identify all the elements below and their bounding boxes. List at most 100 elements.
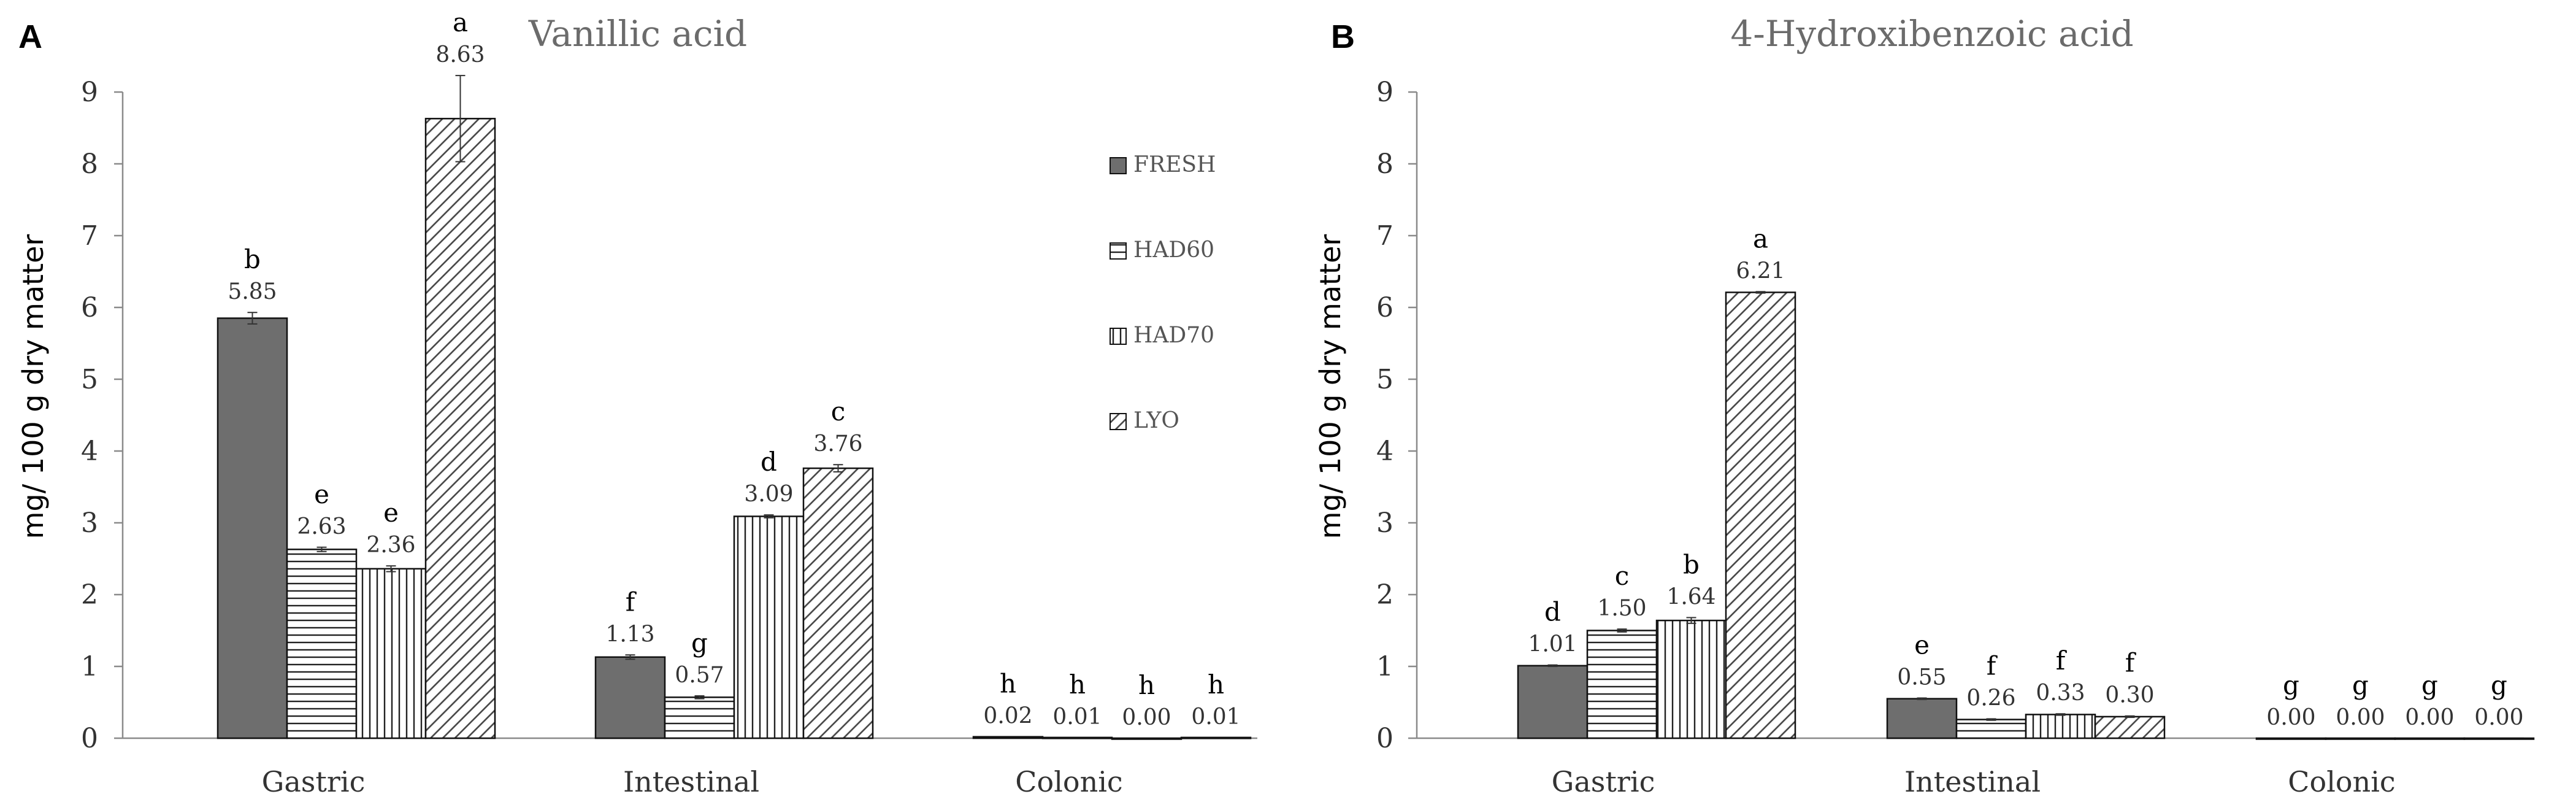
y-tick-label: 0 [81,723,98,754]
value-label: 1.01 [1528,632,1577,657]
significance-letter: f [2056,646,2068,676]
value-label: 1.64 [1666,584,1715,609]
value-label: 2.36 [366,533,415,558]
significance-letter: h [1208,669,1224,700]
bar-had60 [286,549,358,739]
value-label: 0.33 [2036,681,2085,706]
significance-letter: f [2125,648,2137,678]
panel-vanillic-acid: A Vanillic acid mg/ 100 g dry matter 0 1 2… [17,7,1257,798]
value-label: 0.01 [1052,704,1102,730]
value-label: 0.00 [1122,705,1171,730]
bar-lyo [1180,736,1252,739]
panel-4-hydroxibenzoic-acid: B 4-Hydroxibenzoic acid mg/ 100 g dry ma… [1314,13,2535,798]
bar-lyo [2463,737,2535,740]
bar-lyo [424,118,496,739]
significance-letter: a [453,7,468,37]
bar-had60 [1041,736,1113,739]
y-tick-label: 9 [1376,77,1393,108]
value-label: 3.09 [744,482,793,507]
bar-had70 [1655,619,1727,739]
significance-letter: b [244,244,261,274]
bar-had70 [2394,737,2466,740]
y-tick-label: 2 [81,579,98,611]
significance-letter: c [831,396,846,426]
y-tick-label: 1 [1376,651,1393,682]
panel-label: B [1331,18,1355,55]
significance-letter: g [2283,670,2299,700]
significance-letter: g [691,628,708,658]
significance-letter: f [1987,650,1998,681]
data-labels: 5.85 b 2.63 e 2.36 e 8.63 a 1.13 f 0.57 g 3.09 d 3.76 c… [228,7,1240,730]
significance-letter: c [1615,561,1630,591]
y-tick-label: 3 [1376,507,1393,539]
significance-letter: a [1753,223,1768,253]
bar-had70 [1111,737,1183,740]
y-tick-label: 6 [1376,292,1393,323]
significance-letter: h [1000,669,1016,699]
bars [217,75,1252,740]
y-tick-label: 7 [1376,220,1393,252]
significance-letter: d [761,447,777,477]
value-label: 0.00 [2405,705,2454,730]
panel-label: A [18,18,42,55]
bar-fresh [1886,698,1958,739]
y-axis-label: mg/ 100 g dry matter [17,234,50,539]
significance-letter: b [1683,549,1700,579]
y-tick-label: 6 [81,292,98,323]
legend-label: HAD60 [1133,237,1214,263]
bar-fresh [2255,737,2327,740]
value-label: 8.63 [435,42,485,68]
category-label: Intestinal [1904,765,2041,798]
chart-title: 4-Hydroxibenzoic acid [1730,13,2133,55]
bar-fresh [1517,665,1589,739]
value-label: 0.26 [1966,685,2015,711]
bar-had60 [1955,719,2027,739]
bar-lyo [2094,716,2166,739]
bars [1517,291,2535,740]
legend: FRESH HAD60 HAD70 LYO [1110,152,1216,433]
bar-had70 [355,568,427,739]
significance-letter: e [383,498,399,528]
bar-lyo [1725,291,1796,739]
value-label: 0.00 [2266,705,2315,730]
bar-fresh [972,736,1044,739]
y-tick-label: 4 [81,436,98,467]
bar-lyo [802,467,874,739]
bar-had70 [733,515,805,739]
category-label: Colonic [1015,765,1122,798]
bar-had60 [664,696,735,739]
value-label: 0.00 [2336,705,2385,730]
value-label: 1.13 [605,622,654,647]
y-tick-label: 9 [81,77,98,108]
legend-label: FRESH [1133,152,1216,177]
value-label: 3.76 [813,431,862,457]
y-tick-label: 0 [1376,723,1393,754]
significance-letter: h [1138,670,1155,700]
bar-fresh [594,656,666,739]
significance-letter: g [2352,670,2369,700]
bar-had60 [2325,737,2396,740]
y-tick-label: 1 [81,651,98,682]
data-labels: 1.01 d 1.50 c 1.64 b 6.21 a 0.55 e 0.26 f 0.33 f 0.30 f… [1528,223,2523,730]
value-label: 0.02 [983,704,1032,729]
value-label: 1.50 [1597,596,1646,621]
bar-fresh [217,317,288,739]
chart-title: Vanillic acid [528,13,747,55]
y-tick-label: 3 [81,507,98,539]
y-tick-label: 7 [81,220,98,252]
significance-letter: g [2491,670,2507,700]
legend-label: LYO [1133,408,1179,433]
y-tick-label: 4 [1376,436,1393,467]
y-axis-label: mg/ 100 g dry matter [1314,234,1347,539]
legend-label: HAD70 [1133,323,1214,348]
category-label: Intestinal [623,765,759,798]
value-label: 0.57 [675,663,724,688]
value-label: 0.30 [2105,683,2154,708]
category-label: Gastric [1552,765,1655,798]
significance-letter: g [2421,670,2438,700]
y-tick-label: 8 [1376,148,1393,180]
value-label: 2.63 [297,514,346,539]
legend-swatch [1110,157,1127,174]
legend-swatch [1110,242,1127,260]
